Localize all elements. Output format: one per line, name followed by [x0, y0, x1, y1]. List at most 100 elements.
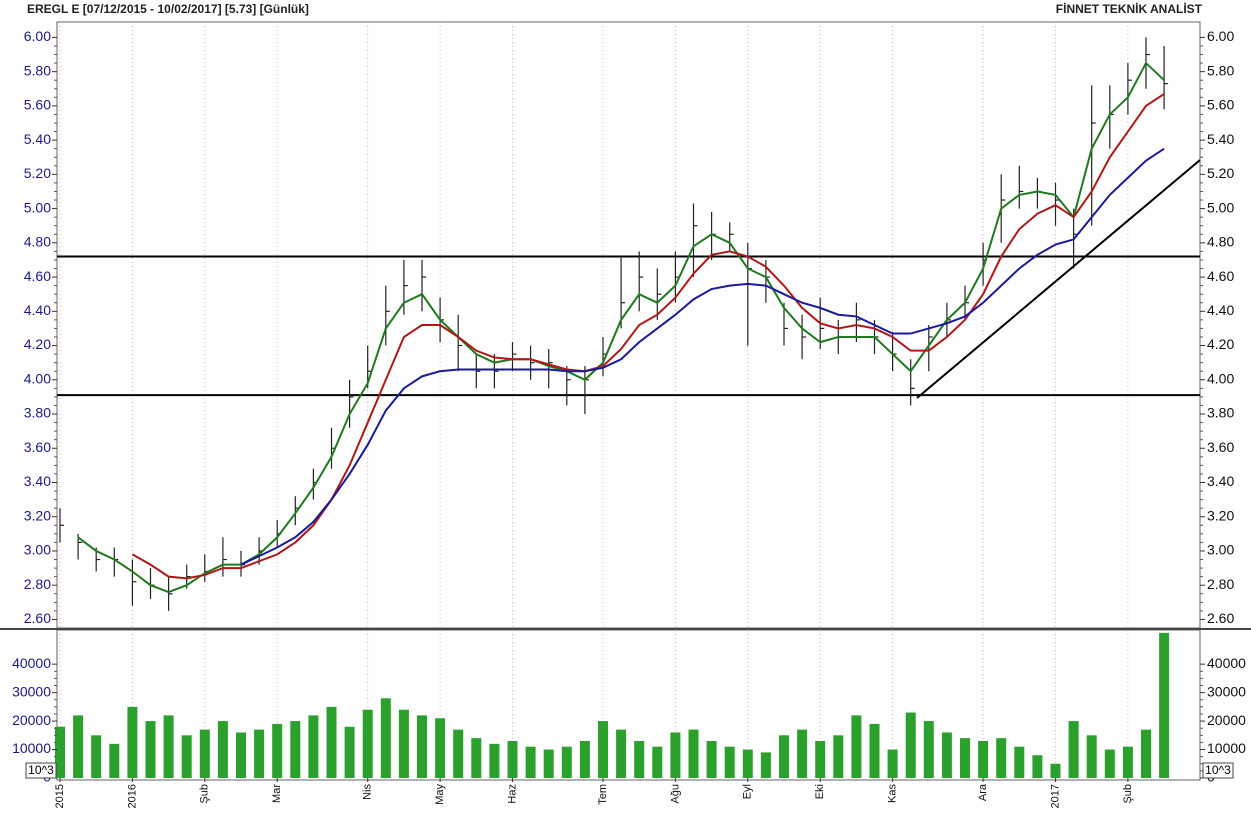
volume-bar [1086, 735, 1097, 778]
y-tick-label: 6.00 [1207, 28, 1234, 44]
unit-label: 10^3 [28, 763, 54, 777]
y-tick-label: 4.40 [24, 302, 51, 318]
y-tick-label: 3.40 [24, 473, 51, 489]
volume-bar [344, 726, 355, 778]
y-tick-label: 5.40 [1207, 131, 1234, 147]
y-tick-label: 4.40 [1207, 302, 1234, 318]
y-tick-label: 30000 [1207, 683, 1246, 699]
y-tick-label: 5.60 [1207, 97, 1234, 113]
volume-bar [145, 721, 156, 778]
x-tick-label: Nis [362, 784, 374, 800]
volume-bar [91, 735, 102, 778]
volume-bar [217, 721, 228, 778]
y-tick-label: 40000 [1207, 655, 1246, 671]
volume-bar [833, 735, 844, 778]
volume-bar [326, 706, 337, 778]
x-tick-label: Şub [1122, 784, 1134, 804]
plot: 2015 2016 Şub Mar Nis May Haz Tem Ağu Eyl Eki Kas Ar… [12, 22, 1246, 808]
y-tick-label: 5.60 [24, 97, 51, 113]
volume-bar [978, 741, 989, 778]
y-tick-label: 3.80 [24, 405, 51, 421]
y-tick-label: 3.20 [1207, 507, 1234, 523]
volume-bar [398, 709, 409, 778]
y-tick-label: 3.40 [1207, 473, 1234, 489]
y-tick-label: 4.60 [1207, 268, 1234, 284]
x-tick-label: Ara [977, 783, 989, 801]
volume-bar [290, 721, 301, 778]
volume-bar [797, 729, 808, 778]
x-tick-label: Kas [887, 784, 899, 803]
y-tick-label: 5.80 [24, 62, 51, 78]
volume-bar [1122, 746, 1133, 778]
volume-bar [905, 712, 916, 778]
moving-average-line [240, 147, 1165, 566]
volume-bar [55, 726, 65, 778]
volume-bar [163, 715, 174, 778]
y-tick-label: 4.20 [24, 336, 51, 352]
volume-bar [453, 729, 464, 778]
y-tick-label: 3.80 [1207, 405, 1234, 421]
volume-bar [1141, 729, 1151, 778]
y-tick-label: 2.60 [1207, 610, 1234, 626]
x-tick-label: Haz [506, 784, 518, 804]
y-tick-label: 10000 [12, 740, 51, 756]
y-tick-label: 2.80 [1207, 576, 1234, 592]
y-tick-label: 4.80 [24, 234, 51, 250]
y-tick-label: 5.00 [1207, 199, 1234, 215]
unit-box [1202, 762, 1234, 779]
volume-bar [616, 729, 627, 778]
volume-bar [1068, 721, 1079, 778]
y-tick-label: 30000 [12, 683, 51, 699]
volume-bar [941, 732, 952, 778]
volume-bar [254, 729, 265, 778]
volume-bar [471, 738, 482, 778]
x-tick-label: Mar [271, 784, 283, 803]
y-tick-label: 40000 [12, 655, 51, 671]
volume-bar [1104, 749, 1115, 778]
volume-bar [815, 741, 826, 778]
volume-bar [489, 743, 500, 778]
volume-bar [887, 749, 898, 778]
x-tick-label: Şub [199, 784, 211, 804]
volume-bar [435, 718, 446, 778]
y-tick-label: 10000 [1207, 740, 1246, 756]
volume-bar [960, 738, 970, 778]
y-tick-label: 5.40 [24, 131, 51, 147]
y-tick-label: 4.20 [1207, 336, 1234, 352]
y-tick-label: 5.80 [1207, 62, 1234, 78]
y-tick-label: 4.60 [24, 268, 51, 284]
y-tick-label: 3.60 [24, 439, 51, 455]
volume-bar [561, 746, 572, 778]
y-tick-label: 5.00 [24, 199, 51, 215]
x-tick-label: Tem [597, 784, 609, 805]
y-tick-label: 3.20 [24, 507, 51, 523]
volume-bar [236, 732, 246, 778]
y-tick-label: 3.00 [1207, 542, 1234, 558]
y-tick-label: 3.60 [1207, 439, 1234, 455]
volume-bar [869, 723, 880, 778]
volume-bar [362, 709, 373, 778]
volume-bar [1014, 746, 1025, 778]
y-tick-label: 20000 [12, 712, 51, 728]
y-tick-label: 2.80 [24, 576, 51, 592]
x-tick-label: 2016 [126, 784, 138, 808]
volume-bar [579, 741, 590, 778]
y-tick-label: 6.00 [24, 28, 51, 44]
volume-bar [1032, 755, 1043, 778]
x-tick-label: Ağu [669, 784, 681, 804]
volume-bar [706, 741, 717, 778]
volume-bar [996, 738, 1007, 778]
volume-bar [779, 735, 789, 778]
volume-bar [742, 749, 753, 778]
volume-bar [923, 721, 934, 778]
volume-bar [272, 723, 283, 778]
volume-bar [851, 715, 862, 778]
volume-bar [598, 721, 608, 778]
y-tick-label: 4.00 [24, 370, 51, 386]
y-tick-label: 2.60 [24, 610, 51, 626]
y-tick-label: 5.20 [1207, 165, 1234, 181]
y-tick-label: 5.20 [24, 165, 51, 181]
unit-box [25, 762, 57, 779]
